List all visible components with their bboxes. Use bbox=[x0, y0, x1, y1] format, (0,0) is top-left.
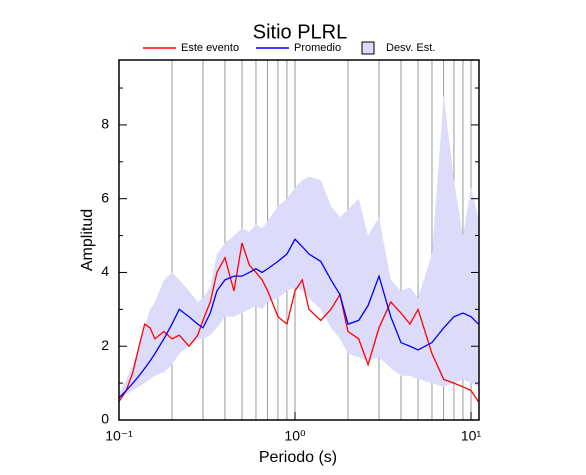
std-band bbox=[119, 95, 479, 402]
x-tick-label: 10⁻¹ bbox=[105, 428, 133, 444]
x-axis-label: Periodo (s) bbox=[259, 449, 337, 466]
legend-label: Este evento bbox=[181, 42, 239, 54]
legend-label: Promedio bbox=[294, 42, 341, 54]
chart-title: Sitio PLRL bbox=[253, 21, 348, 43]
series-line bbox=[118, 242, 479, 402]
y-tick-label: 0 bbox=[101, 411, 109, 427]
y-tick-label: 4 bbox=[101, 263, 109, 279]
legend-swatch bbox=[361, 41, 375, 55]
y-tick-label: 6 bbox=[101, 189, 109, 205]
x-tick-label: 10⁰ bbox=[284, 428, 306, 444]
legend-label: Desv. Est. bbox=[386, 42, 435, 54]
y-tick-label: 8 bbox=[101, 116, 109, 132]
series-line bbox=[118, 238, 479, 399]
x-tick-label: 10¹ bbox=[461, 428, 482, 444]
plot-frame bbox=[118, 59, 480, 421]
y-tick-label: 2 bbox=[101, 337, 109, 353]
y-axis-label: Amplitud bbox=[79, 209, 96, 271]
